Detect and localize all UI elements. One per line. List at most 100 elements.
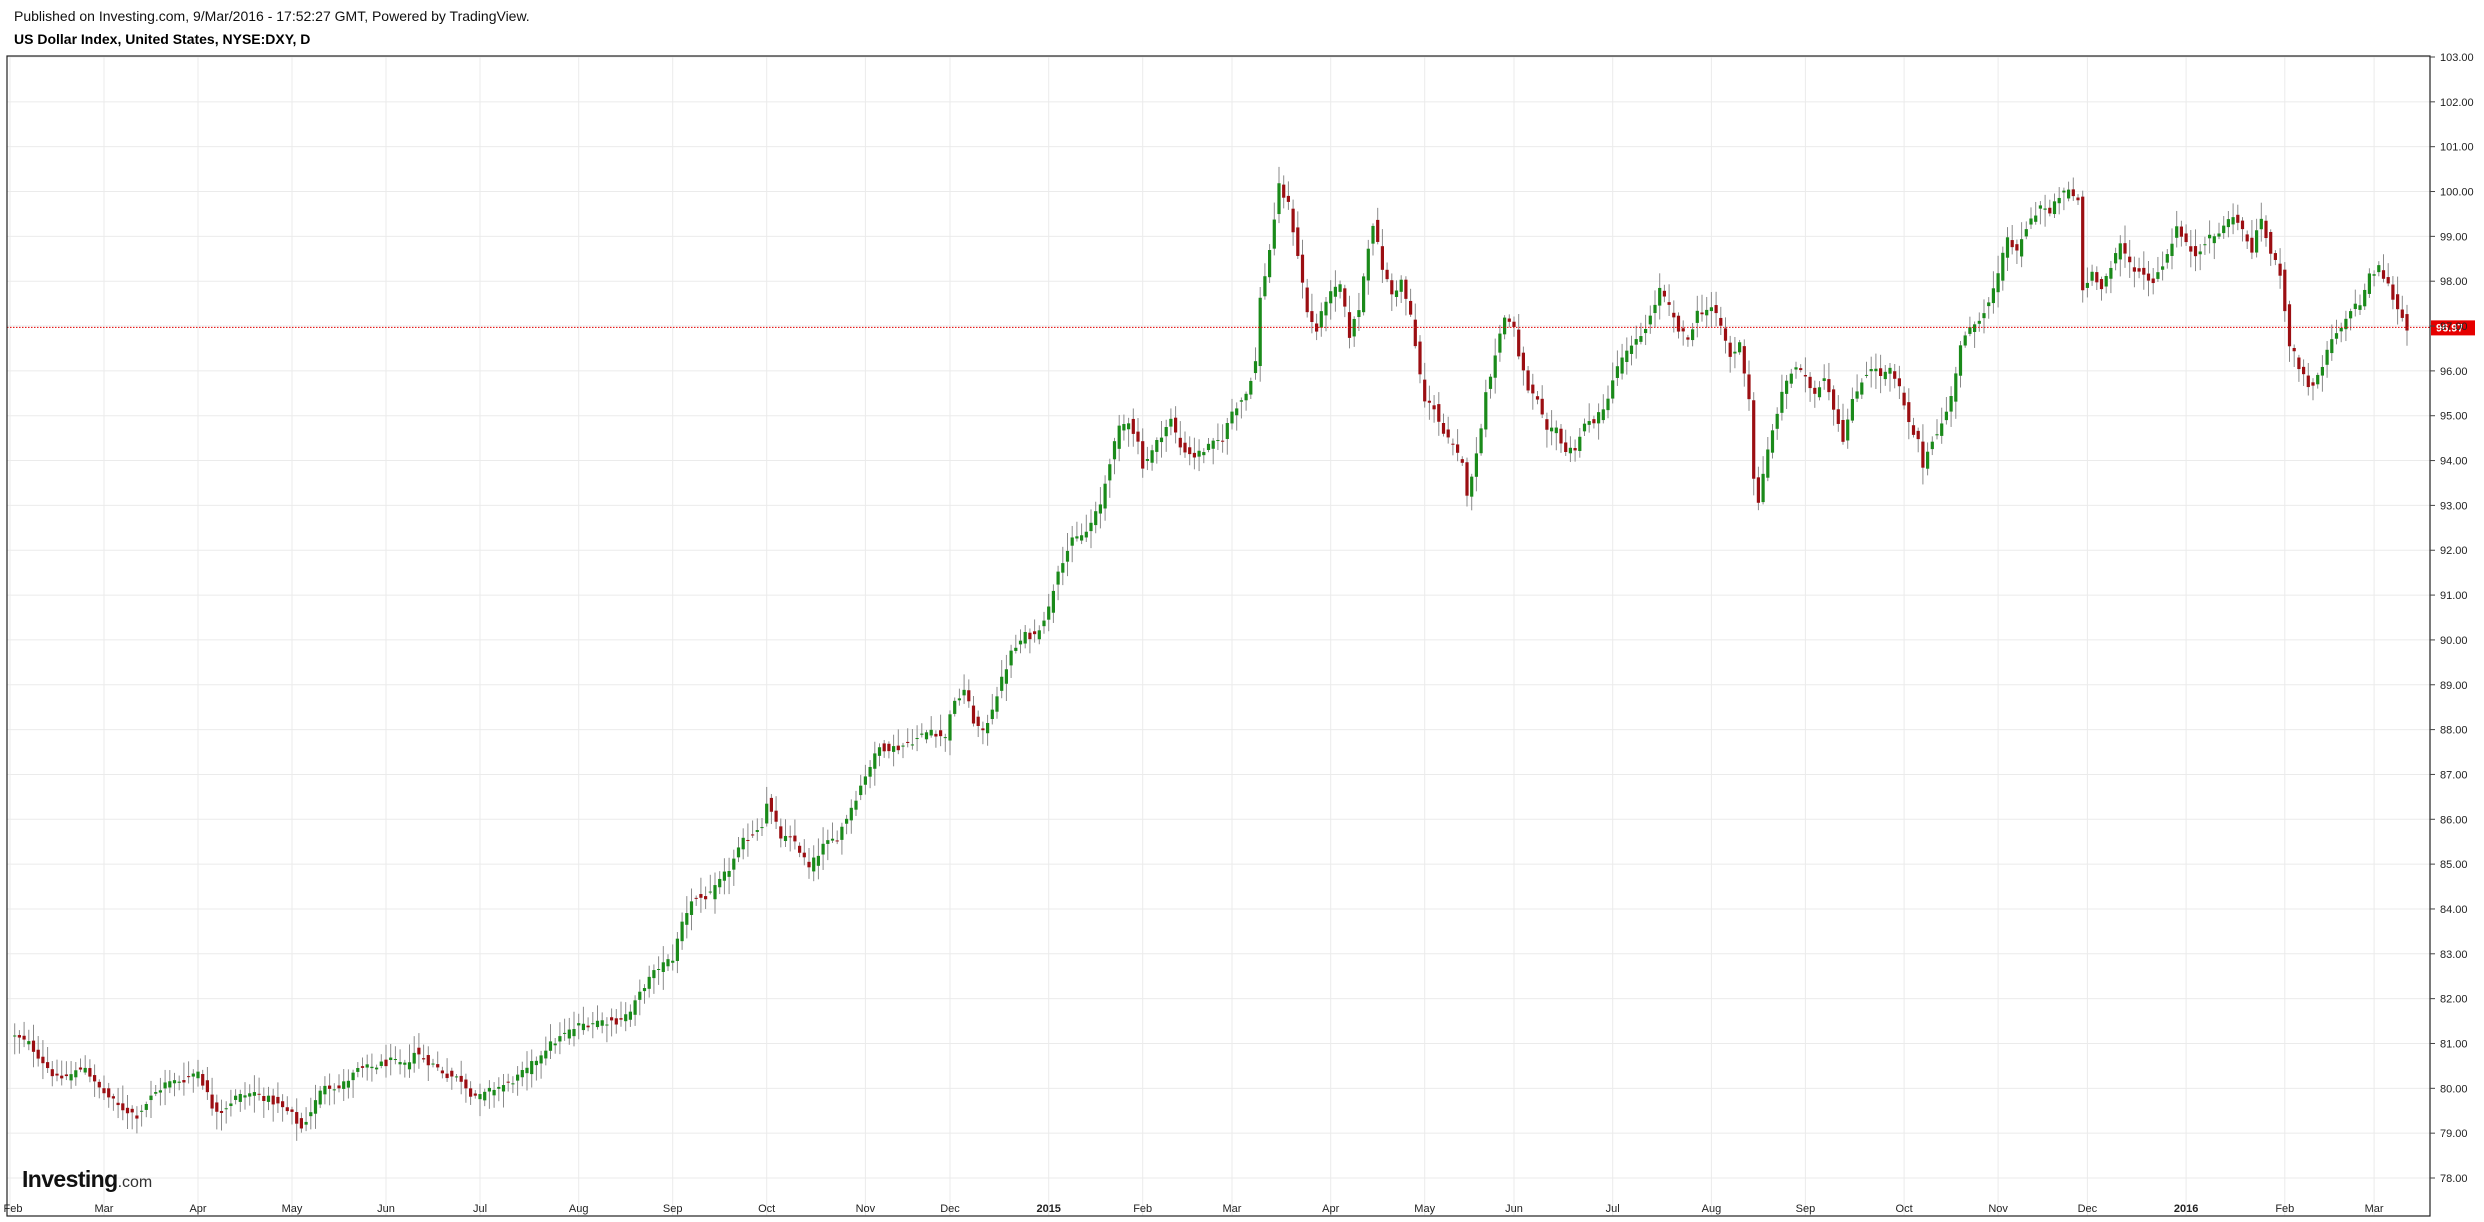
candle-up <box>957 698 961 701</box>
candle-down <box>1714 305 1718 314</box>
candle-down <box>1136 431 1140 442</box>
candle-up <box>149 1095 153 1101</box>
candle-up <box>1206 443 1211 451</box>
candle-up <box>191 1073 195 1077</box>
candle-up <box>1864 374 1869 376</box>
candle-down <box>694 897 698 899</box>
x-tick-label: Sep <box>1796 1203 1816 1215</box>
candle-down <box>887 743 891 752</box>
y-tick-label: 80.00 <box>2440 1083 2468 1095</box>
candle-down <box>31 1040 36 1052</box>
candle-down <box>2128 256 2132 263</box>
candle-up <box>1944 411 1948 421</box>
candle-down <box>2146 273 2151 281</box>
candle-up <box>765 803 769 824</box>
candle-up <box>1644 328 1648 334</box>
x-axis: Feb Mar Apr May Jun Jul Aug Sep Oct Nov Dec 2015 Feb… <box>4 1203 2384 1215</box>
candle-down <box>1667 302 1671 305</box>
candle-down <box>55 1073 59 1076</box>
candle-up <box>1484 392 1488 430</box>
candle-up <box>2330 339 2334 354</box>
candle-up <box>1098 504 1102 514</box>
candle-up <box>1991 288 1995 304</box>
candle-down <box>971 705 976 724</box>
candle-up <box>365 1064 369 1068</box>
candle-up <box>1018 640 1023 645</box>
candle-up <box>652 970 656 979</box>
candle-up <box>1874 368 1878 372</box>
candle-down <box>1841 419 1845 442</box>
y-tick-label: 99.00 <box>2440 231 2468 243</box>
candle-up <box>1709 307 1713 312</box>
candle-up <box>1554 427 1558 434</box>
candle-up <box>370 1066 374 1069</box>
candle-up <box>567 1029 571 1039</box>
candle-up <box>1004 669 1008 684</box>
candle-down <box>1291 208 1295 233</box>
y-tick-label: 86.00 <box>2440 814 2468 826</box>
candle-up <box>1268 250 1272 278</box>
candle-up <box>1977 320 1981 324</box>
candle-up <box>892 746 896 752</box>
y-tick-label: 97.00 <box>2440 321 2468 333</box>
candle-up <box>558 1036 562 1042</box>
candle-up <box>722 871 726 881</box>
candle-up <box>577 1023 581 1026</box>
candle-up <box>393 1059 397 1061</box>
x-tick-label: 2016 <box>2174 1203 2198 1215</box>
candle-up <box>948 714 952 741</box>
candle-up <box>525 1067 529 1074</box>
candle-up <box>840 826 844 840</box>
candle-down <box>1526 370 1530 391</box>
candle-down <box>1385 269 1389 280</box>
candle-up <box>685 913 689 925</box>
candle-down <box>614 1018 618 1025</box>
candle-down <box>125 1107 130 1114</box>
candle-down <box>1832 389 1836 410</box>
candle-up <box>1785 380 1789 394</box>
candle-down <box>2193 246 2198 257</box>
candle-up <box>158 1090 162 1093</box>
candle-up <box>605 1024 609 1026</box>
candle-up <box>854 800 858 810</box>
y-tick-label: 95.00 <box>2440 411 2468 423</box>
candle-down <box>1723 328 1728 341</box>
candle-up <box>1117 425 1121 449</box>
candle-down <box>788 836 792 838</box>
candle-down <box>1305 287 1309 313</box>
y-tick-label: 90.00 <box>2440 635 2468 647</box>
candle-down <box>445 1073 449 1079</box>
candle-up <box>1037 630 1041 640</box>
x-tick-label: Oct <box>758 1203 775 1215</box>
candle-up <box>403 1062 407 1065</box>
candle-up <box>2090 271 2094 281</box>
candle-down <box>981 728 985 731</box>
candle-up <box>2222 225 2226 234</box>
candle-up <box>816 855 820 866</box>
candle-up <box>492 1089 496 1096</box>
candle-down <box>1592 419 1596 424</box>
candle-up <box>1362 276 1366 313</box>
candle-down <box>2151 278 2155 284</box>
candle-up <box>718 878 722 888</box>
candle-up <box>356 1067 360 1072</box>
candle-up <box>346 1080 350 1088</box>
candle-up <box>1394 290 1399 297</box>
candle-up <box>1822 378 1826 381</box>
candle-up <box>1225 423 1229 439</box>
x-tick-label: Aug <box>1702 1203 1722 1215</box>
candle-down <box>1347 312 1352 338</box>
candle-up <box>1738 342 1742 353</box>
candle-up <box>375 1067 379 1070</box>
candle-up <box>1996 273 2000 293</box>
candle-up <box>140 1110 144 1112</box>
x-tick-label: Jun <box>1505 1203 1523 1215</box>
candle-up <box>859 785 863 796</box>
candle-down <box>2302 366 2306 375</box>
candle-down <box>97 1081 101 1088</box>
candle-down <box>215 1102 219 1112</box>
candle-up <box>642 988 647 992</box>
candle-up <box>248 1093 252 1097</box>
investing-logo[interactable]: Investing.com <box>22 1166 153 1192</box>
